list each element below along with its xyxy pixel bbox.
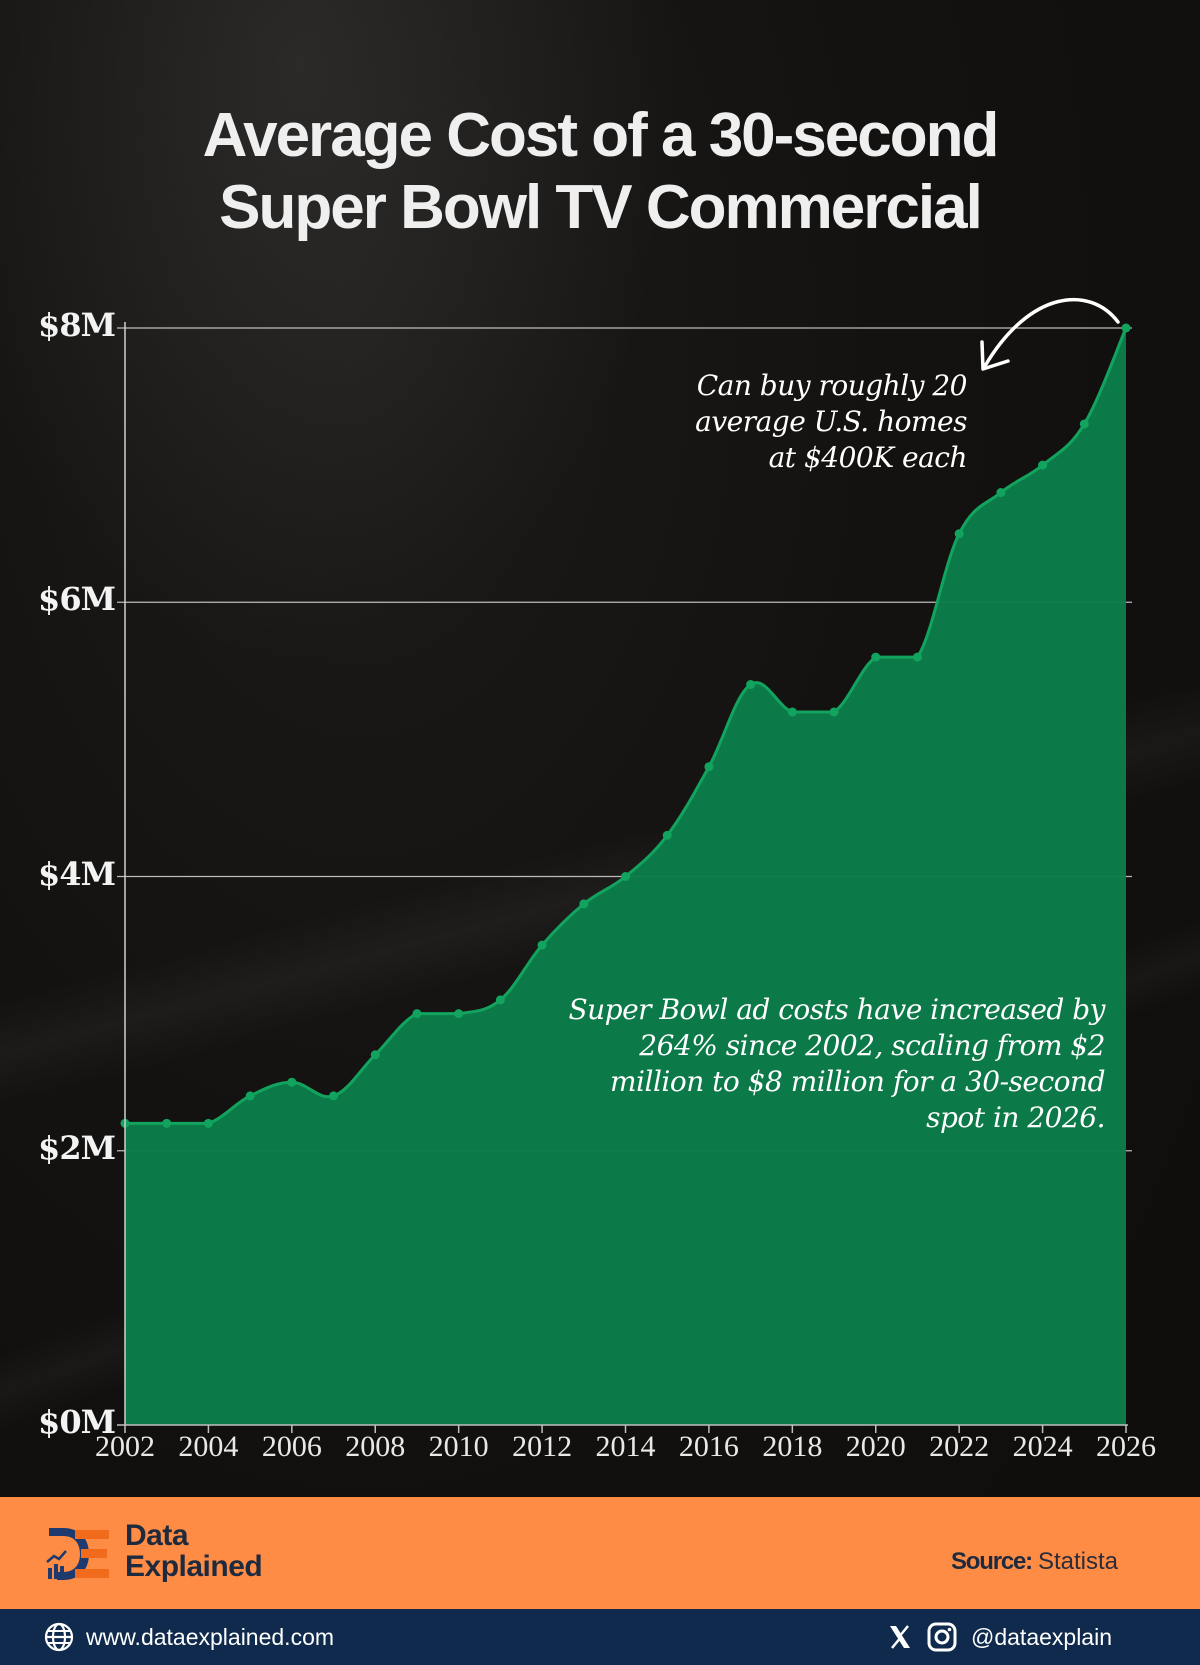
data-point — [787, 707, 797, 717]
data-point — [1038, 460, 1048, 470]
data-point — [912, 652, 922, 662]
brand-logo[interactable]: Data Explained — [45, 1518, 345, 1588]
data-point — [746, 680, 756, 690]
chart-plot — [117, 297, 1132, 1433]
x-tick-label: 2006 — [261, 1430, 322, 1463]
curved-arrow-icon — [983, 297, 1120, 368]
x-tick-label: 2022 — [929, 1430, 990, 1463]
x-tick-label: 2014 — [595, 1430, 656, 1463]
y-tick-label: $0M — [38, 1403, 116, 1441]
data-point — [370, 1050, 380, 1060]
annotation-line: at $400K each — [768, 441, 968, 474]
source-label: Source: — [950, 1548, 1033, 1575]
x-tick-label: 2026 — [1096, 1430, 1156, 1463]
x-tick-label: 2004 — [178, 1430, 239, 1463]
footer-contact-bar — [0, 1609, 1200, 1665]
data-point — [412, 1009, 422, 1019]
website-link[interactable]: www.dataexplained.com — [44, 1619, 334, 1655]
annotation-line: Can buy roughly 20 — [696, 369, 968, 402]
x-tick-label: 2010 — [428, 1430, 489, 1463]
data-point — [954, 529, 964, 539]
data-point — [579, 899, 589, 909]
annotation-growth: Super Bowl ad costs have increased by 26… — [560, 992, 1105, 1136]
annotation-homes: Can buy roughly 20 average U.S. homes at… — [620, 368, 967, 476]
area-line — [124, 327, 1128, 1125]
website-url[interactable]: www.dataexplained.com — [86, 1623, 335, 1650]
data-point — [1079, 419, 1089, 429]
data-point — [495, 995, 505, 1005]
data-point — [287, 1077, 297, 1087]
data-point — [329, 1091, 339, 1101]
x-tick-label: 2012 — [512, 1430, 573, 1463]
x-tick-label: 2002 — [95, 1430, 155, 1463]
data-point — [871, 652, 881, 662]
brand-name-line-1: Data — [125, 1519, 189, 1552]
brand-name: Data Explained — [125, 1519, 263, 1583]
source-credit: Source: Statista — [951, 1548, 1118, 1576]
globe-icon — [44, 1622, 74, 1652]
data-point — [996, 488, 1006, 498]
data-point — [662, 830, 672, 840]
data-points — [120, 323, 1131, 1128]
x-axis-ticks — [124, 1425, 1127, 1433]
annotation-line: 264% since 2002, scaling from $2 — [639, 1029, 1105, 1062]
title-line-2: Super Bowl TV Commercial — [219, 173, 983, 242]
annotation-line: Super Bowl ad costs have increased by — [568, 993, 1105, 1026]
y-tick-label: $8M — [38, 306, 116, 344]
source-value: Statista — [1037, 1548, 1118, 1575]
data-point — [1121, 323, 1131, 333]
y-tick-label: $2M — [38, 1128, 116, 1167]
y-tick-label: $4M — [38, 854, 116, 893]
data-point — [203, 1118, 213, 1128]
data-point — [537, 940, 547, 950]
chart-title: Average Cost of a 30-second Super Bowl T… — [0, 100, 1200, 244]
x-tick-label: 2008 — [345, 1430, 406, 1463]
data-point — [454, 1009, 464, 1019]
annotation-line: spot in 2026. — [926, 1101, 1105, 1134]
social-handle[interactable]: @dataexplain — [971, 1623, 1112, 1650]
title-line-1: Average Cost of a 30-second — [202, 101, 1000, 170]
data-point — [829, 707, 839, 717]
data-point — [704, 762, 714, 772]
brand-name-line-2: Explained — [125, 1550, 263, 1583]
x-tick-label: 2024 — [1012, 1430, 1073, 1463]
data-point — [162, 1118, 172, 1128]
instagram-icon[interactable] — [927, 1622, 957, 1652]
x-tick-label: 2018 — [762, 1430, 823, 1463]
x-icon[interactable] — [887, 1624, 913, 1650]
x-tick-label: 2020 — [845, 1430, 906, 1463]
footer-brand-bar — [0, 1497, 1200, 1609]
data-point — [621, 872, 630, 881]
annotation-line: million to $8 million for a 30-second — [610, 1065, 1106, 1098]
annotation-line: average U.S. homes — [695, 405, 967, 438]
data-point — [245, 1091, 255, 1101]
x-tick-label: 2016 — [678, 1430, 739, 1463]
area-chart: $8M $6M $4M $2M $0M 2002 2004 2006 2008 2010 2012… — [38, 297, 1156, 1463]
de-logo-icon — [46, 1528, 109, 1580]
y-tick-label: $6M — [38, 580, 116, 619]
arrow-head-icon — [980, 340, 1010, 371]
social-links: @dataexplain — [887, 1619, 1112, 1655]
